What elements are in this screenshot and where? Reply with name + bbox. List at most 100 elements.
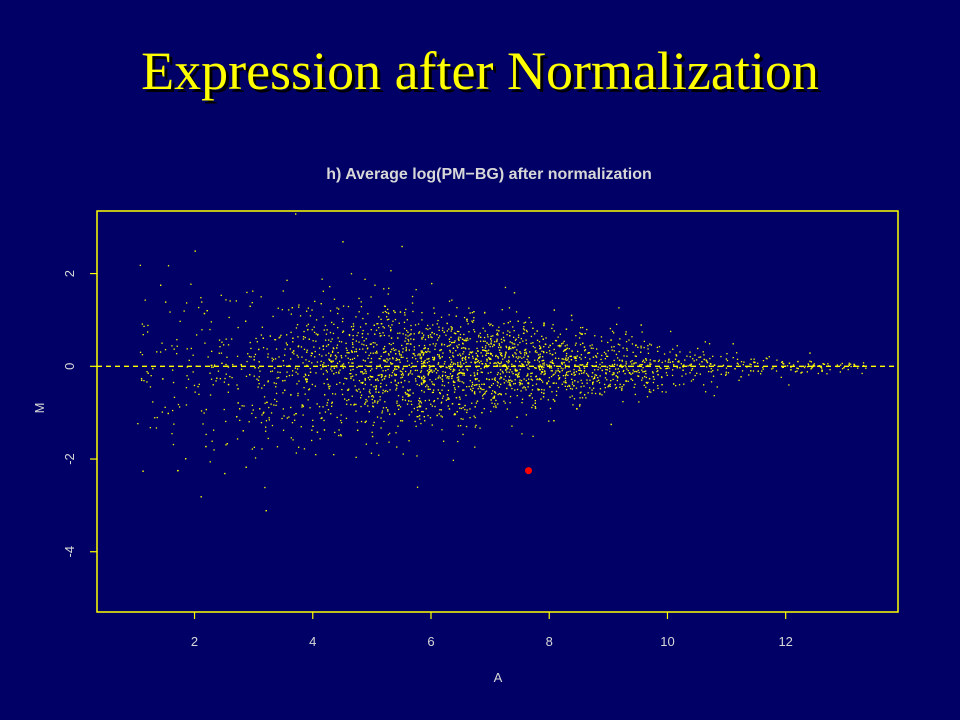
data-point [597,352,599,355]
data-point [482,340,485,342]
data-point [401,420,404,422]
data-point [726,359,729,362]
data-point [365,420,367,422]
data-point [381,410,384,412]
data-point [393,349,395,351]
data-point [307,329,309,331]
data-point [420,360,423,362]
data-point [497,393,499,396]
data-point [601,369,603,372]
data-point [420,358,422,360]
data-point [374,401,376,403]
data-point [580,391,582,393]
data-point [530,375,532,378]
data-point [242,430,244,432]
data-point [297,345,299,348]
data-point [203,312,206,315]
data-point [839,371,841,373]
data-point [669,351,671,353]
data-point [583,367,586,369]
data-point [251,448,253,450]
data-point [274,367,276,369]
x-tick-label: 4 [309,634,316,649]
data-point [426,351,428,353]
data-point [380,335,382,337]
data-point [309,407,311,409]
data-point [564,374,567,377]
data-point [325,369,327,372]
data-point [286,417,288,419]
data-point [376,402,379,404]
data-point [518,381,521,384]
data-point [608,385,610,387]
data-point [634,383,636,385]
data-point [469,338,471,340]
data-point [250,356,252,358]
data-point [456,330,459,333]
data-point [782,363,785,365]
data-point [323,429,326,431]
data-point [438,329,440,331]
data-point [335,365,338,367]
data-point [450,368,452,371]
data-point [657,387,659,389]
data-point [221,341,223,343]
data-point [508,361,510,363]
data-point [601,394,603,396]
data-point [603,351,606,353]
data-point [491,378,493,380]
data-point [561,361,563,364]
data-point [471,312,473,314]
data-point [534,359,536,361]
data-point [716,386,718,388]
data-point [568,366,570,368]
data-point [427,348,429,350]
data-point [264,486,266,489]
data-point [481,371,483,374]
data-point [333,323,335,325]
data-point [483,336,486,339]
data-point [419,405,421,407]
data-point [638,364,641,366]
data-point [361,343,363,345]
data-point [487,336,489,338]
data-point [552,382,554,384]
data-point [505,393,507,395]
data-point [433,383,435,385]
data-point [568,348,570,350]
data-point [458,336,460,338]
data-point [371,395,373,397]
data-point [171,345,173,347]
data-point [407,389,409,391]
data-point [666,374,668,376]
data-point [291,351,294,354]
data-point [463,351,465,353]
data-point [809,360,811,362]
data-point [625,380,627,382]
data-point [295,327,298,329]
data-point [495,354,497,357]
data-point [477,350,479,352]
data-point [565,357,567,359]
data-point [449,344,452,346]
data-point [471,351,474,353]
data-point [280,334,282,336]
data-point [289,348,291,350]
data-point [356,366,358,368]
data-point [351,362,353,364]
data-point [526,331,528,333]
data-point [564,377,567,379]
data-point [349,358,351,361]
data-point [236,438,239,440]
data-point [480,352,482,354]
data-point [564,349,566,351]
data-point [701,361,703,363]
data-point [647,381,649,384]
data-point [457,379,459,381]
data-point [286,344,288,346]
data-point [290,394,292,396]
data-point [336,344,339,346]
data-point [206,310,208,312]
data-point [342,330,345,332]
data-point [542,381,544,383]
